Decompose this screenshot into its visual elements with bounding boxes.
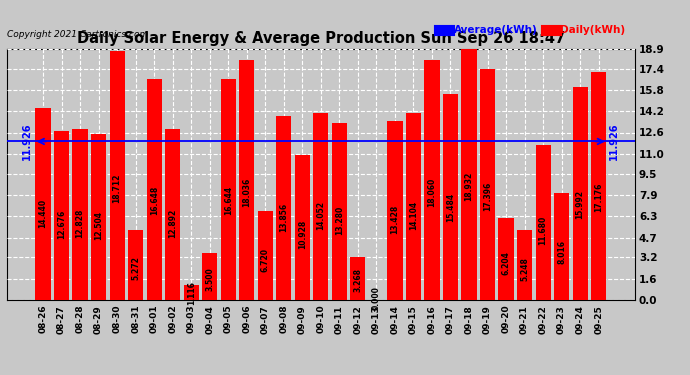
Bar <box>239 60 255 300</box>
Bar <box>498 217 513 300</box>
Bar <box>332 123 347 300</box>
Text: 17.396: 17.396 <box>483 181 492 210</box>
Bar <box>72 129 88 300</box>
Text: 1.116: 1.116 <box>187 281 196 305</box>
Bar <box>387 122 402 300</box>
Text: 5.248: 5.248 <box>520 256 529 280</box>
Bar <box>480 69 495 300</box>
Text: 0.000: 0.000 <box>372 286 381 310</box>
Text: 10.928: 10.928 <box>298 220 307 249</box>
Bar <box>276 116 291 300</box>
Bar <box>91 134 106 300</box>
Bar <box>202 254 217 300</box>
Bar <box>535 145 551 300</box>
Text: 11.680: 11.680 <box>539 216 548 245</box>
Text: 5.272: 5.272 <box>131 256 140 280</box>
Bar <box>424 60 440 300</box>
Text: 18.712: 18.712 <box>112 173 121 203</box>
Bar <box>351 256 366 300</box>
Bar <box>517 230 532 300</box>
Legend: Average(kWh), Daily(kWh): Average(kWh), Daily(kWh) <box>435 21 629 40</box>
Bar <box>313 113 328 300</box>
Text: 12.892: 12.892 <box>168 208 177 237</box>
Text: 17.176: 17.176 <box>594 183 603 212</box>
Text: 15.484: 15.484 <box>446 193 455 222</box>
Text: 15.992: 15.992 <box>575 190 584 219</box>
Text: 12.676: 12.676 <box>57 210 66 239</box>
Text: 18.060: 18.060 <box>428 177 437 207</box>
Bar <box>462 48 477 300</box>
Text: 11.926: 11.926 <box>22 123 32 160</box>
Text: 16.644: 16.644 <box>224 186 233 215</box>
Bar <box>221 79 236 300</box>
Bar <box>573 87 588 300</box>
Bar <box>554 194 569 300</box>
Bar <box>165 129 180 300</box>
Bar <box>257 211 273 300</box>
Bar <box>54 132 69 300</box>
Text: 18.932: 18.932 <box>464 172 473 201</box>
Bar <box>184 285 199 300</box>
Text: 14.052: 14.052 <box>316 201 326 231</box>
Text: 8.016: 8.016 <box>557 240 566 264</box>
Bar <box>295 155 310 300</box>
Bar <box>591 72 607 300</box>
Text: 12.828: 12.828 <box>76 209 85 238</box>
Text: 14.440: 14.440 <box>39 199 48 228</box>
Text: Copyright 2021 Cartronics.com: Copyright 2021 Cartronics.com <box>7 30 148 39</box>
Text: 16.648: 16.648 <box>150 186 159 215</box>
Text: 6.720: 6.720 <box>261 248 270 272</box>
Bar <box>35 108 50 300</box>
Text: 12.504: 12.504 <box>94 211 103 240</box>
Title: Daily Solar Energy & Average Production Sun Sep 26 18:47: Daily Solar Energy & Average Production … <box>77 31 565 46</box>
Bar <box>110 51 125 300</box>
Text: 13.856: 13.856 <box>279 202 288 232</box>
Text: 3.500: 3.500 <box>205 267 214 291</box>
Bar <box>128 230 144 300</box>
Text: 3.268: 3.268 <box>353 268 362 292</box>
Text: 13.428: 13.428 <box>391 205 400 234</box>
Text: 13.280: 13.280 <box>335 206 344 235</box>
Text: 6.204: 6.204 <box>502 251 511 275</box>
Text: 11.926: 11.926 <box>609 123 620 160</box>
Bar <box>146 79 161 300</box>
Text: 18.036: 18.036 <box>242 177 251 207</box>
Text: 14.104: 14.104 <box>409 201 418 230</box>
Bar <box>406 112 421 300</box>
Bar <box>443 94 458 300</box>
